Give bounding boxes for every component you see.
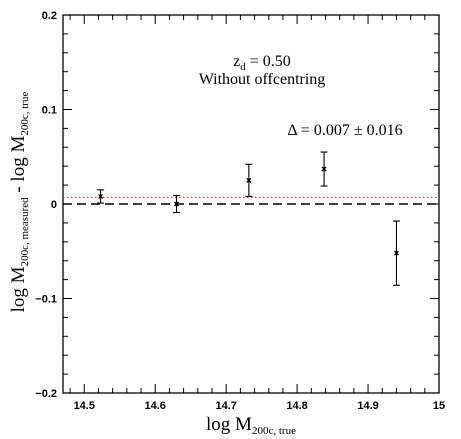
data-point [245,163,253,197]
y-tick-label: −0.1 [35,294,57,306]
reference-lines [63,196,439,205]
point-marker [321,166,327,172]
y-axis-title: log M200c, measured - log M200c, true [8,92,31,313]
x-tick-label: 14.5 [74,400,95,412]
point-marker [174,201,180,207]
data-point [320,151,328,187]
annotation-delta: Δ = 0.007 ± 0.016 [287,122,402,139]
data-point [392,220,400,286]
x-tick-label: 14.6 [145,400,166,412]
data-point [97,189,105,204]
ticks [63,14,440,394]
x-tick-label: 14.9 [357,400,378,412]
y-tick-label: −0.2 [35,388,57,400]
y-tick-label: 0.1 [42,105,57,117]
x-tick-label: 14.7 [215,400,236,412]
annotation-redshift: zd = 0.50 [233,53,291,73]
point-marker [98,193,104,199]
y-tick-label: 0.2 [42,10,57,22]
tick-labels: 14.5 14.6 14.7 14.8 14.9 15 −0.2 −0.1 0 0.1 0.2 [35,10,445,412]
point-marker [246,177,252,183]
data-point [173,194,181,214]
x-tick-label: 15 [433,400,445,412]
data-points [97,151,400,286]
x-tick-label: 14.8 [286,400,307,412]
y-tick-label: 0 [51,199,57,211]
point-marker [393,250,399,256]
x-axis-title: log M200c, true [206,414,296,437]
annotation-offcentring: Without offcentring [199,71,326,88]
